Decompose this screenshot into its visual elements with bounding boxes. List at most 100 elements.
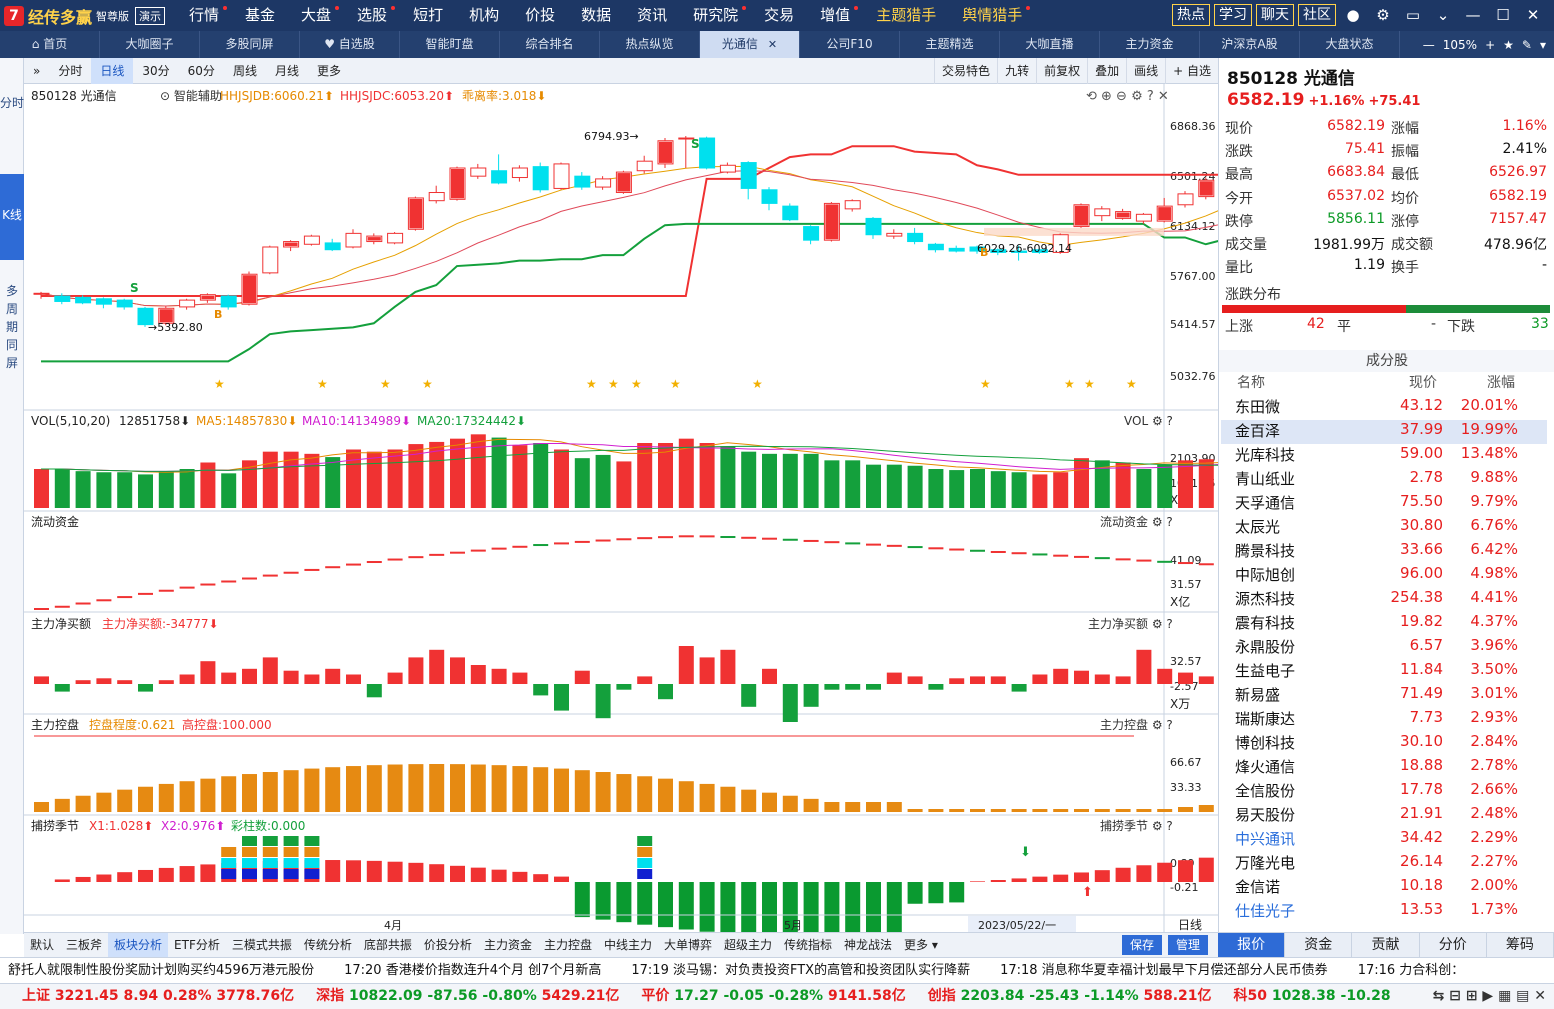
component-row[interactable]: 永鼎股份 6.57 3.96% [1221,636,1547,660]
index-item[interactable]: 科50 1028.38 -10.28 [1234,984,1391,1009]
news-item[interactable]: 17:18 消息称华夏幸福计划最早下月偿还部分人民币债券 [1000,963,1328,978]
maximize-icon[interactable]: ☐ [1496,6,1510,24]
indicator-tab-1[interactable]: 三板斧 [66,938,103,952]
col-name[interactable]: 名称 [1237,375,1265,391]
hot-button[interactable]: 热点 [1172,4,1210,26]
draw-button[interactable]: 画线 [1126,58,1165,84]
panel-tab-4[interactable]: 筹码 [1487,933,1554,957]
gear-icon[interactable]: ⚙ [1376,6,1390,24]
panel-tab-0[interactable]: 报价 [1218,933,1286,957]
kline-chart[interactable]: 6868.36 6501.24 6134.12 5767.00 5414.57 5032.… [24,84,1218,932]
component-row[interactable]: 烽火通信 18.88 2.78% [1221,756,1547,780]
indicator-tab-10[interactable]: 中线主力 [603,938,652,952]
menu-item-7[interactable]: 数据 [581,6,612,24]
close-icon[interactable]: ✕ [767,38,778,51]
save-button[interactable]: 保存 [1121,935,1162,955]
chart-tool-icons[interactable]: ⟲ ⊕ ⊖ ⚙ ? ✕ [1086,89,1169,104]
index-item[interactable]: 创指 2203.84 -25.43 -1.14% 588.21亿 [928,984,1212,1009]
chevron-down-icon[interactable]: ▾ [1539,37,1546,52]
menu-item-13[interactable]: 舆情猎手 [949,0,1035,31]
adjust-button[interactable]: 前复权 [1036,58,1087,84]
indicator-tab-14[interactable]: 神龙战法 [844,938,893,952]
period-weekly[interactable]: 周线 [232,63,257,78]
menu-item-6[interactable]: 价投 [525,6,556,24]
component-row[interactable]: 源杰科技 254.38 4.41% [1221,588,1547,612]
component-row[interactable]: 太辰光 30.80 6.76% [1221,516,1547,540]
close-icon[interactable]: ✕ [1526,6,1540,24]
indicator-tab-4[interactable]: 三模式共振 [231,938,292,952]
smart-assist[interactable]: ⊙ 智能辅助 [160,88,222,103]
indicator-tab-9[interactable]: 主力控盘 [543,938,592,952]
menu-item-4[interactable]: 短打 [413,6,444,24]
period-30min[interactable]: 30分 [142,63,170,78]
tab-7[interactable]: 光通信 ✕ [700,31,800,58]
star-icon[interactable]: ★ [1503,37,1514,52]
period-daily[interactable]: 日线 [91,57,134,84]
tab-2[interactable]: 多股同屏 [200,31,300,58]
indicator-tab-8[interactable]: 主力资金 [483,938,532,952]
panel-tab-2[interactable]: 贡献 [1352,933,1420,957]
menu-item-5[interactable]: 机构 [469,6,500,24]
component-row[interactable]: 青山纸业 2.78 9.88% [1221,468,1547,492]
tab-0[interactable]: ⌂ 首页 [0,31,100,58]
indicator-tab-6[interactable]: 底部共振 [363,938,412,952]
indicator-tab-12[interactable]: 超级主力 [724,938,773,952]
news-item[interactable]: 17:16 力合科创： [1357,963,1465,978]
tab-4[interactable]: 智能盯盘 [400,31,500,58]
component-row[interactable]: 中际旭创 96.00 4.98% [1221,564,1547,588]
component-row[interactable]: 万隆光电 26.14 2.27% [1221,852,1547,876]
indicator-tab-15[interactable]: 更多 ▾ [904,938,938,952]
user-icon[interactable]: ● [1346,6,1360,24]
news-item[interactable]: 舒托人就限制性股份奖励计划购买约4596万港元股份 [8,963,315,978]
col-change[interactable]: 涨幅 [1487,375,1515,391]
tab-6[interactable]: 热点纵览 [600,31,700,58]
nine-turn-button[interactable]: 九转 [997,58,1036,84]
expand-icon[interactable]: » [33,63,41,78]
component-row[interactable]: 腾景科技 33.66 6.42% [1221,540,1547,564]
period-more[interactable]: 更多 [316,63,341,78]
menu-item-12[interactable]: 主题猎手 [876,6,937,24]
component-row[interactable]: 中兴通讯 34.42 2.29% [1221,828,1547,852]
tab-1[interactable]: 大咖圈子 [100,31,200,58]
add-watchlist-button[interactable]: + 自选 [1165,58,1218,84]
component-row[interactable]: 全信股份 17.78 2.66% [1221,780,1547,804]
col-price[interactable]: 现价 [1409,375,1437,391]
indicator-tab-5[interactable]: 传统分析 [303,938,352,952]
period-60min[interactable]: 60分 [187,63,215,78]
component-row[interactable]: 易天股份 21.91 2.48% [1221,804,1547,828]
menu-item-10[interactable]: 交易 [764,6,795,24]
chat-button[interactable]: 聊天 [1256,4,1294,26]
index-item[interactable]: 平价 17.27 -0.05 -0.28% 9141.58亿 [641,984,905,1009]
component-row[interactable]: 光库科技 59.00 13.48% [1221,444,1547,468]
menu-item-1[interactable]: 基金 [245,6,276,24]
component-row[interactable]: 新易盛 71.49 3.01% [1221,684,1547,708]
edit-icon[interactable]: ✎ [1521,37,1532,52]
tab-11[interactable]: 主力资金 [1100,31,1200,58]
manage-button[interactable]: 管理 [1167,935,1208,955]
minus-icon[interactable]: — [1422,37,1435,52]
side-tab-multi-period[interactable]: 多周期同屏 [5,284,18,370]
overlay-button[interactable]: 叠加 [1087,58,1126,84]
news-ticker[interactable]: 舒托人就限制性股份奖励计划购买约4596万港元股份 17:20 香港楼价指数连升4… [0,957,1554,983]
menu-item-9[interactable]: 研究院 [680,0,751,31]
period-timeshare[interactable]: 分时 [58,63,83,78]
tab-3[interactable]: ♥ 自选股 [300,31,400,58]
tab-9[interactable]: 主题精选 [900,31,1000,58]
window-icon[interactable]: ▭ [1405,6,1421,24]
panel-tab-1[interactable]: 资金 [1285,933,1353,957]
component-row[interactable]: 天孚通信 75.50 9.79% [1221,492,1547,516]
index-item[interactable]: 深指 10822.09 -87.56 -0.80% 5429.21亿 [316,984,619,1009]
side-tab-kline[interactable]: K线 [0,174,24,260]
side-tab-timeshare[interactable]: 分时 [0,96,25,110]
news-item[interactable]: 17:19 淡马锡：对负责投资FTX的高管和投资团队实行降薪 [631,963,971,978]
chevron-down-icon[interactable]: ⌄ [1436,6,1450,24]
demo-button[interactable]: 演示 [135,6,166,25]
community-button[interactable]: 社区 [1298,4,1336,26]
plus-icon[interactable]: + [1485,37,1496,52]
indicator-tab-13[interactable]: 传统指标 [784,938,833,952]
tab-13[interactable]: 大盘状态 [1300,31,1400,58]
component-row[interactable]: 金百泽 37.99 19.99% [1221,420,1547,444]
component-row[interactable]: 金信诺 10.18 2.00% [1221,876,1547,900]
tab-5[interactable]: 综合排名 [500,31,600,58]
period-monthly[interactable]: 月线 [274,63,299,78]
